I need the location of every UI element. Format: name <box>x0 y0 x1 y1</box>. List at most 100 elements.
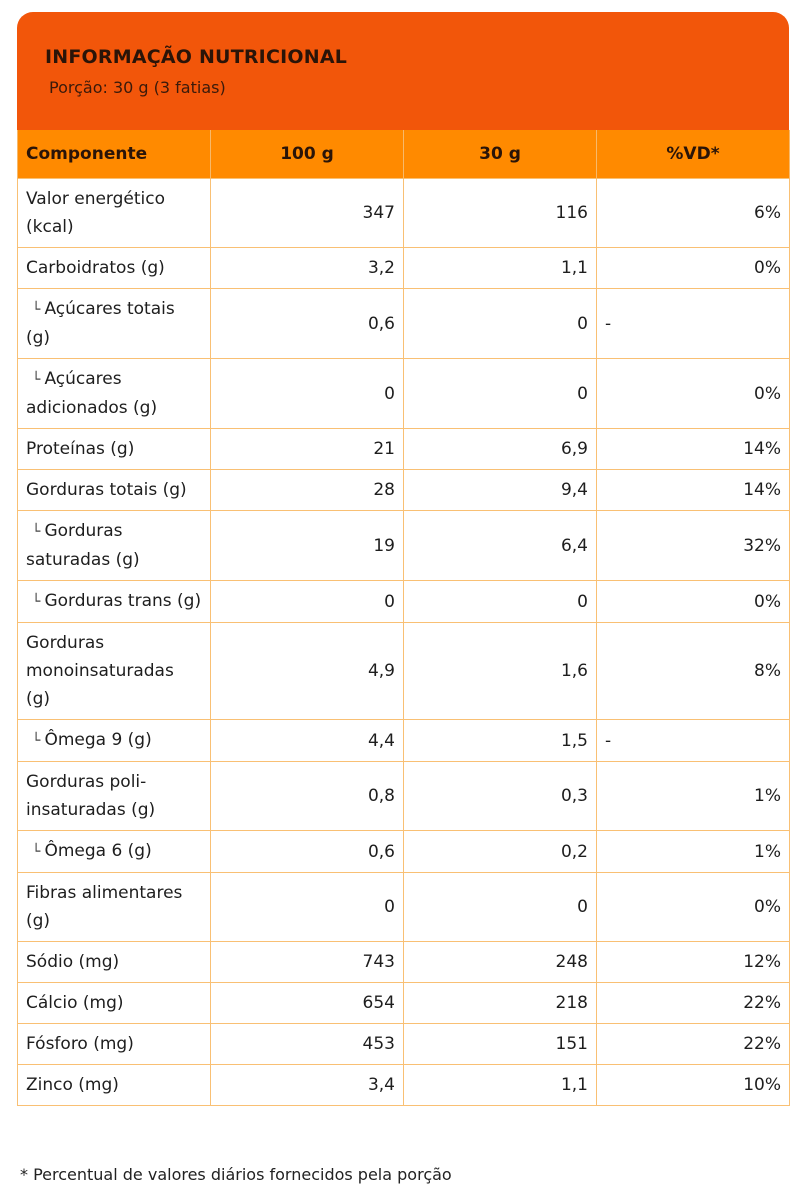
value-30g-cell: 248 <box>403 941 597 983</box>
value-100g-cell: 0 <box>210 580 404 623</box>
component-name-cell: Proteínas (g) <box>17 428 211 470</box>
table-row: Gorduras poli-insaturadas (g) 0,8 0,3 1% <box>17 761 790 831</box>
nutrition-card: INFORMAÇÃO NUTRICIONAL Porção: 30 g (3 f… <box>17 12 790 1106</box>
table-row: └ Ômega 6 (g) 0,6 0,2 1% <box>17 830 790 873</box>
table-row: Carboidratos (g) 3,2 1,1 0% <box>17 247 790 289</box>
component-name: Gorduras trans (g) <box>44 591 202 611</box>
component-name-cell: Gorduras monoinsaturadas (g) <box>17 622 211 720</box>
value-vd-cell: 14% <box>596 469 790 511</box>
value-100g-cell: 453 <box>210 1023 404 1065</box>
value-30g-cell: 1,6 <box>403 622 597 720</box>
value-vd-cell: 12% <box>596 941 790 983</box>
table-row: └ Açúcares adicionados (g) 0 0 0% <box>17 358 790 429</box>
table-row: └ Gorduras saturadas (g) 19 6,4 32% <box>17 510 790 581</box>
value-vd-cell: 1% <box>596 830 790 873</box>
value-vd-cell: 1% <box>596 761 790 831</box>
component-name: Ômega 6 (g) <box>44 841 152 861</box>
value-100g-cell: 347 <box>210 178 404 248</box>
value-100g-cell: 0,8 <box>210 761 404 831</box>
value-vd-cell: 22% <box>596 1023 790 1065</box>
value-100g-cell: 4,9 <box>210 622 404 720</box>
component-name-cell: Valor energético (kcal) <box>17 178 211 248</box>
value-100g-cell: 21 <box>210 428 404 470</box>
value-30g-cell: 116 <box>403 178 597 248</box>
value-vd-cell: 0% <box>596 872 790 942</box>
value-100g-cell: 3,2 <box>210 247 404 289</box>
value-100g-cell: 3,4 <box>210 1064 404 1106</box>
table-row: Fósforo (mg) 453 151 22% <box>17 1023 790 1065</box>
component-name: Carboidratos (g) <box>26 258 165 278</box>
value-30g-cell: 218 <box>403 982 597 1024</box>
component-name: Sódio (mg) <box>26 952 120 972</box>
component-name: Proteínas (g) <box>26 439 135 459</box>
component-name-cell: Zinco (mg) <box>17 1064 211 1106</box>
column-header-100g: 100 g <box>210 130 404 179</box>
component-name-cell: └ Açúcares adicionados (g) <box>17 358 211 429</box>
value-vd-cell: - <box>596 719 790 762</box>
table-row: └ Açúcares totais (g) 0,6 0- <box>17 288 790 359</box>
table-header-row: Componente 100 g 30 g %VD* <box>17 130 790 179</box>
sub-item-marker-icon: └ <box>32 594 41 610</box>
value-vd-cell: 10% <box>596 1064 790 1106</box>
component-name-cell: └ Ômega 9 (g) <box>17 719 211 762</box>
component-name-cell: Fibras alimentares (g) <box>17 872 211 942</box>
value-100g-cell: 654 <box>210 982 404 1024</box>
value-30g-cell: 1,5 <box>403 719 597 762</box>
component-name: Açúcares adicionados (g) <box>26 369 158 418</box>
component-name-cell: Gorduras totais (g) <box>17 469 211 511</box>
value-vd-cell: 22% <box>596 982 790 1024</box>
sub-item-marker-icon: └ <box>32 844 41 860</box>
column-header-component: Componente <box>17 130 211 179</box>
table-row: Fibras alimentares (g) 0 0 0% <box>17 872 790 942</box>
value-vd-cell: 0% <box>596 247 790 289</box>
value-30g-cell: 1,1 <box>403 1064 597 1106</box>
component-name: Ômega 9 (g) <box>44 730 152 750</box>
value-30g-cell: 0 <box>403 872 597 942</box>
component-name: Gorduras totais (g) <box>26 480 187 500</box>
value-30g-cell: 0,3 <box>403 761 597 831</box>
component-name-cell: Cálcio (mg) <box>17 982 211 1024</box>
value-vd-cell: 0% <box>596 358 790 429</box>
column-header-vd: %VD* <box>596 130 790 179</box>
value-100g-cell: 743 <box>210 941 404 983</box>
nutrition-header: INFORMAÇÃO NUTRICIONAL Porção: 30 g (3 f… <box>17 12 789 130</box>
value-vd-cell: 8% <box>596 622 790 720</box>
table-row: Proteínas (g) 21 6,9 14% <box>17 428 790 470</box>
table-row: Sódio (mg) 743 248 12% <box>17 941 790 983</box>
value-100g-cell: 19 <box>210 510 404 581</box>
value-100g-cell: 4,4 <box>210 719 404 762</box>
value-30g-cell: 9,4 <box>403 469 597 511</box>
value-30g-cell: 0 <box>403 358 597 429</box>
component-name: Zinco (mg) <box>26 1075 119 1095</box>
table-row: Gorduras monoinsaturadas (g) 4,9 1,6 8% <box>17 622 790 720</box>
nutrition-table: Componente 100 g 30 g %VD* Valor energét… <box>17 130 790 1106</box>
component-name-cell: Sódio (mg) <box>17 941 211 983</box>
value-30g-cell: 0,2 <box>403 830 597 873</box>
value-30g-cell: 151 <box>403 1023 597 1065</box>
component-name-cell: Fósforo (mg) <box>17 1023 211 1065</box>
value-30g-cell: 1,1 <box>403 247 597 289</box>
value-30g-cell: 0 <box>403 580 597 623</box>
value-vd-cell: 0% <box>596 580 790 623</box>
component-name: Gorduras poli-insaturadas (g) <box>26 772 156 820</box>
value-100g-cell: 28 <box>210 469 404 511</box>
sub-item-marker-icon: └ <box>32 524 41 540</box>
component-name: Valor energético (kcal) <box>26 189 166 237</box>
sub-item-marker-icon: └ <box>32 302 41 318</box>
value-vd-cell: 32% <box>596 510 790 581</box>
table-row: Valor energético (kcal) 347 116 6% <box>17 178 790 248</box>
value-vd-cell: - <box>596 288 790 359</box>
component-name-cell: └ Ômega 6 (g) <box>17 830 211 873</box>
value-100g-cell: 0,6 <box>210 830 404 873</box>
table-row: Gorduras totais (g) 28 9,4 14% <box>17 469 790 511</box>
nutrition-title: INFORMAÇÃO NUTRICIONAL <box>45 46 348 68</box>
component-name: Gorduras saturadas (g) <box>26 521 140 570</box>
table-row: └ Ômega 9 (g) 4,4 1,5- <box>17 719 790 762</box>
value-30g-cell: 6,9 <box>403 428 597 470</box>
table-row: └ Gorduras trans (g) 0 0 0% <box>17 580 790 623</box>
component-name-cell: └ Gorduras trans (g) <box>17 580 211 623</box>
sub-item-marker-icon: └ <box>32 372 41 388</box>
component-name-cell: └ Gorduras saturadas (g) <box>17 510 211 581</box>
component-name: Gorduras monoinsaturadas (g) <box>26 633 174 709</box>
component-name: Cálcio (mg) <box>26 993 124 1013</box>
